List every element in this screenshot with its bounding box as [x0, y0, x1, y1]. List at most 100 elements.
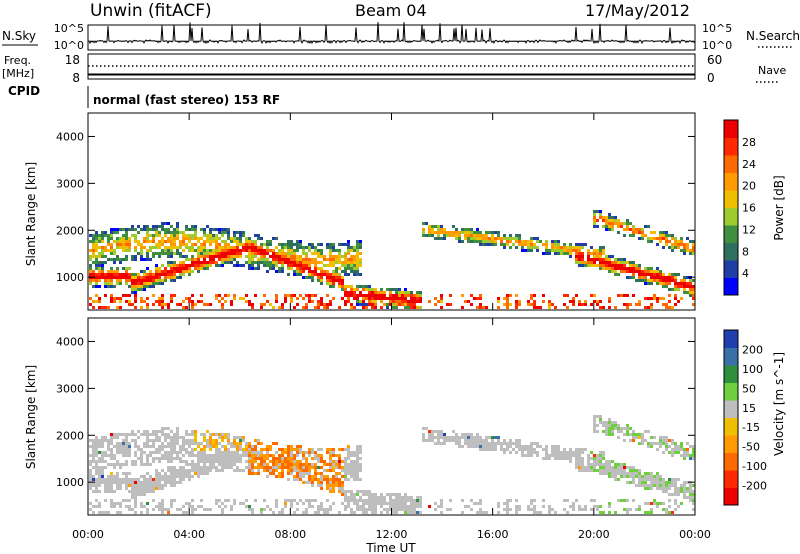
velocity-cell	[647, 502, 650, 505]
velocity-cell	[581, 448, 584, 451]
power-cell	[386, 288, 389, 291]
power-cell	[161, 294, 164, 297]
power-cell	[398, 297, 401, 300]
power-cell	[665, 303, 668, 306]
power-cell	[158, 273, 161, 276]
velocity-cell	[164, 484, 167, 487]
velocity-cell	[215, 466, 218, 469]
velocity-cell	[236, 460, 239, 463]
power-cell	[311, 246, 314, 249]
velocity-cell	[641, 481, 644, 484]
power-cell	[92, 237, 95, 240]
velocity-cell	[587, 466, 590, 469]
power-cell	[452, 234, 455, 237]
velocity-cell	[251, 457, 254, 460]
power-cell	[173, 276, 176, 279]
velocity-cell	[347, 454, 350, 457]
velocity-cell	[518, 445, 521, 448]
velocity-cell	[485, 448, 488, 451]
velocity-cell	[638, 478, 641, 481]
velocity-cell	[422, 433, 425, 436]
velocity-colorbar-frame	[723, 329, 739, 506]
power-cell	[155, 270, 158, 273]
velocity-cell	[242, 436, 245, 439]
power-cell	[128, 267, 131, 270]
velocity-cell	[602, 430, 605, 433]
power-cell	[260, 243, 263, 246]
power-cell	[299, 240, 302, 243]
velocity-cell	[215, 439, 218, 442]
power-cell	[530, 240, 533, 243]
velocity-cell	[233, 436, 236, 439]
power-cell	[548, 249, 551, 252]
power-cell	[206, 249, 209, 252]
power-cell	[683, 285, 686, 288]
velocity-cell	[203, 454, 206, 457]
velocity-cell	[353, 478, 356, 481]
velocity-cell	[587, 469, 590, 472]
velocity-cell	[482, 439, 485, 442]
power-colorbar-frame	[723, 119, 739, 296]
velocity-cell	[350, 451, 353, 454]
power-cell	[320, 276, 323, 279]
power-cell	[245, 240, 248, 243]
velocity-cell	[203, 466, 206, 469]
power-cell	[134, 255, 137, 258]
power-cell	[650, 297, 653, 300]
velocity-cell	[485, 436, 488, 439]
velocity-cell	[626, 430, 629, 433]
power-cell	[368, 291, 371, 294]
power-cell	[368, 300, 371, 303]
power-cell	[569, 252, 572, 255]
velocity-cell	[683, 484, 686, 487]
velocity-cell	[371, 499, 374, 502]
velocity-cell	[164, 475, 167, 478]
velocity-cell	[143, 481, 146, 484]
velocity-colorbar-tick-label: -200	[742, 480, 767, 493]
velocity-cell	[578, 463, 581, 466]
velocity-cell	[632, 436, 635, 439]
velocity-cell	[527, 448, 530, 451]
velocity-cell	[293, 448, 296, 451]
velocity-cell	[344, 463, 347, 466]
power-cell	[149, 282, 152, 285]
power-cell	[122, 294, 125, 297]
velocity-cell	[128, 445, 131, 448]
velocity-cell	[356, 499, 359, 502]
power-cell	[239, 252, 242, 255]
power-cell	[347, 249, 350, 252]
velocity-cell	[125, 439, 128, 442]
power-cell	[203, 246, 206, 249]
power-cell	[365, 285, 368, 288]
velocity-cell	[494, 436, 497, 439]
power-cell	[245, 237, 248, 240]
power-cell	[215, 246, 218, 249]
velocity-cell	[536, 511, 539, 514]
power-cell	[611, 228, 614, 231]
velocity-cell	[191, 463, 194, 466]
velocity-cell	[161, 484, 164, 487]
power-cell	[410, 300, 413, 303]
velocity-cell	[365, 499, 368, 502]
power-cell	[272, 261, 275, 264]
velocity-cell	[257, 457, 260, 460]
velocity-cell	[530, 499, 533, 502]
power-cell	[314, 267, 317, 270]
power-cell	[167, 237, 170, 240]
power-cell	[161, 243, 164, 246]
power-cell	[608, 213, 611, 216]
power-cell	[209, 237, 212, 240]
power-cell	[95, 282, 98, 285]
velocity-cell	[398, 508, 401, 511]
power-cell	[299, 243, 302, 246]
velocity-cell	[98, 439, 101, 442]
power-cell	[443, 237, 446, 240]
velocity-cell	[167, 481, 170, 484]
power-cell	[659, 279, 662, 282]
power-cell	[467, 300, 470, 303]
velocity-cell	[590, 499, 593, 502]
velocity-cell	[251, 511, 254, 514]
velocity-cell	[245, 499, 248, 502]
power-cell	[200, 255, 203, 258]
